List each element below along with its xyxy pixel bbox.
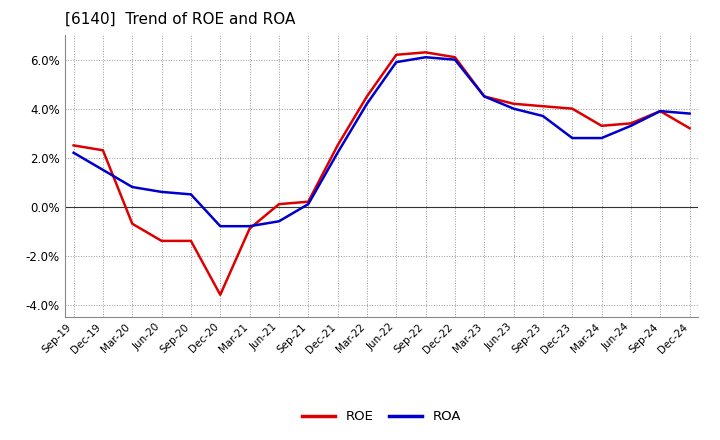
- ROA: [363, 101, 372, 106]
- ROA: [685, 111, 694, 116]
- ROA: [568, 136, 577, 141]
- ROA: [539, 114, 547, 119]
- Line: ROE: ROE: [73, 52, 690, 295]
- ROE: [421, 50, 430, 55]
- ROE: [216, 292, 225, 297]
- ROE: [363, 94, 372, 99]
- ROE: [568, 106, 577, 111]
- ROA: [509, 106, 518, 111]
- ROA: [216, 224, 225, 229]
- ROA: [392, 59, 400, 65]
- ROE: [128, 221, 137, 227]
- ROA: [99, 167, 107, 172]
- ROE: [274, 202, 283, 207]
- Legend: ROE, ROA: ROE, ROA: [297, 405, 467, 429]
- ROA: [304, 202, 312, 207]
- ROA: [626, 123, 635, 128]
- ROE: [685, 125, 694, 131]
- ROA: [69, 150, 78, 155]
- ROE: [304, 199, 312, 204]
- ROE: [539, 103, 547, 109]
- ROE: [598, 123, 606, 128]
- ROA: [598, 136, 606, 141]
- ROA: [157, 189, 166, 194]
- ROE: [99, 148, 107, 153]
- ROE: [480, 94, 489, 99]
- ROA: [186, 192, 195, 197]
- Text: [6140]  Trend of ROE and ROA: [6140] Trend of ROE and ROA: [65, 12, 295, 27]
- ROA: [480, 94, 489, 99]
- ROE: [157, 238, 166, 243]
- ROA: [333, 150, 342, 155]
- ROE: [656, 109, 665, 114]
- ROA: [128, 184, 137, 190]
- ROE: [69, 143, 78, 148]
- Line: ROA: ROA: [73, 57, 690, 226]
- ROE: [186, 238, 195, 243]
- ROA: [656, 109, 665, 114]
- ROE: [333, 143, 342, 148]
- ROA: [421, 55, 430, 60]
- ROA: [246, 224, 254, 229]
- ROE: [451, 55, 459, 60]
- ROA: [274, 219, 283, 224]
- ROE: [509, 101, 518, 106]
- ROE: [392, 52, 400, 58]
- ROA: [451, 57, 459, 62]
- ROE: [626, 121, 635, 126]
- ROE: [246, 226, 254, 231]
